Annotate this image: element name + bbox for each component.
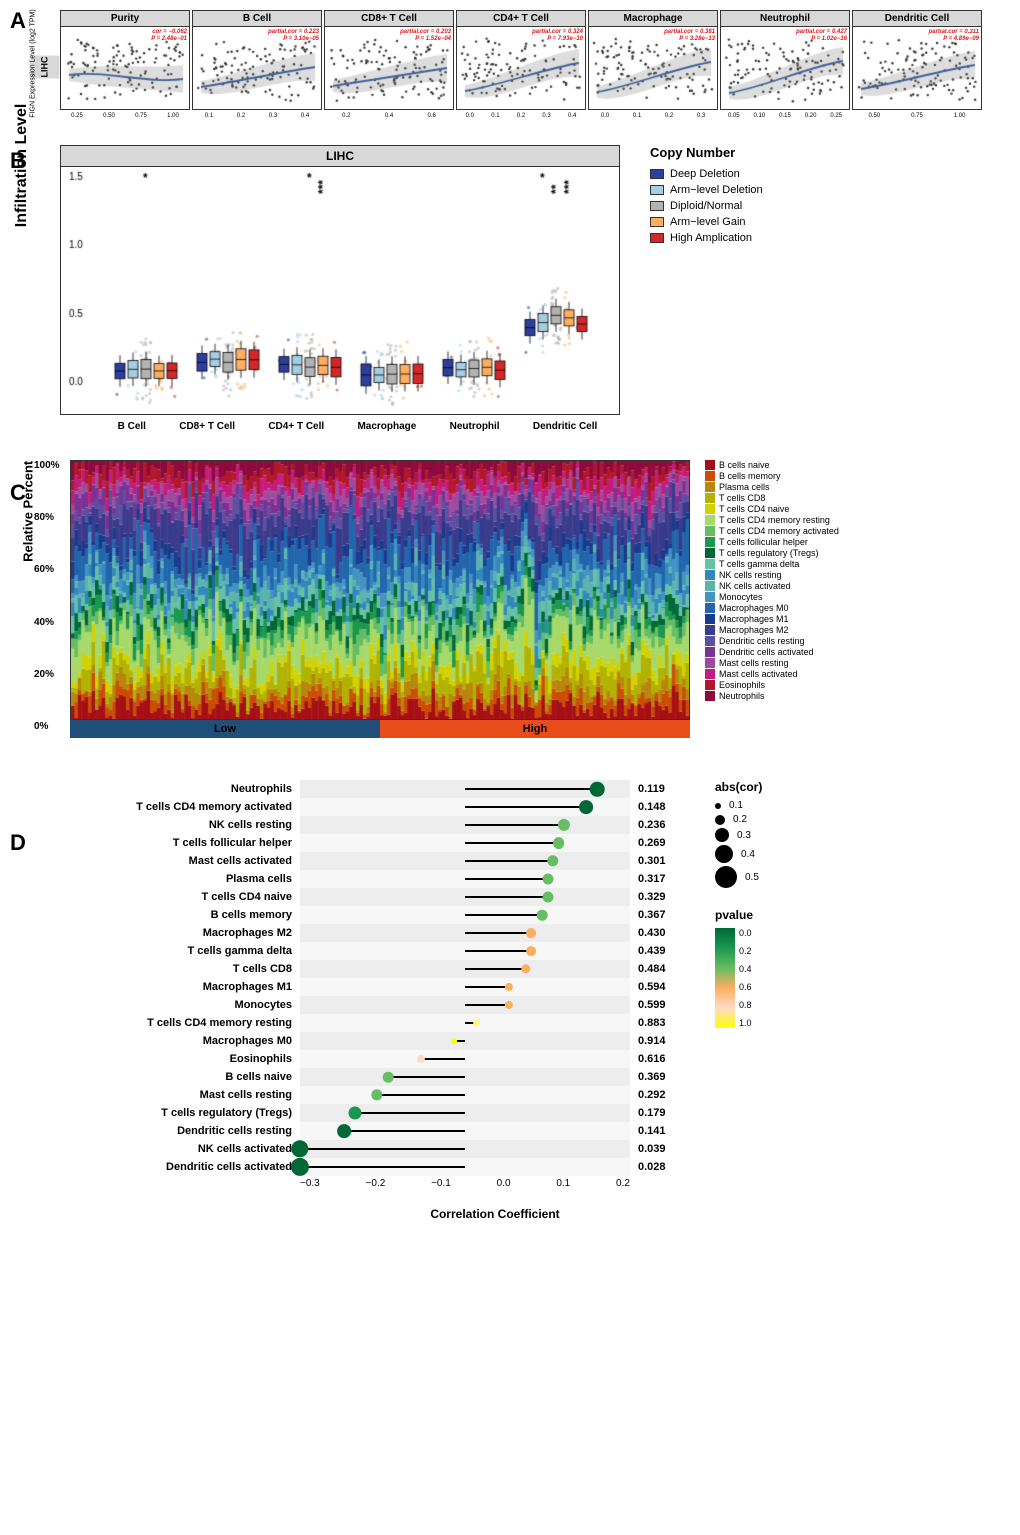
abs-size-item: 0.2 [715, 814, 762, 825]
cell-legend-item: Neutrophils [705, 691, 839, 701]
cell-legend-item: Macrophages M0 [705, 603, 839, 613]
legend-item: Deep Deletion [650, 168, 763, 180]
cell-legend-item: T cells gamma delta [705, 559, 839, 569]
lolli-row: Plasma cells0.317 [70, 870, 690, 888]
lolli-row: T cells follicular helper0.269 [70, 834, 690, 852]
panel-d-label: D [10, 830, 26, 856]
cell-legend-item: Dendritic cells activated [705, 647, 839, 657]
scatter-purity: Puritycor = −0.062P = 2.48e−010.250.500.… [60, 10, 190, 110]
cell-legend-item: Dendritic cells resting [705, 636, 839, 646]
stacked-group-bar: Low High [70, 720, 690, 738]
lolli-row: Macrophages M20.430 [70, 924, 690, 942]
lolli-row: T cells CD80.484 [70, 960, 690, 978]
cell-legend-item: Mast cells resting [705, 658, 839, 668]
lolli-row: T cells CD4 naive0.329 [70, 888, 690, 906]
box-title: LIHC [61, 146, 619, 167]
lolli-row: Neutrophils0.119 [70, 780, 690, 798]
cell-legend-item: T cells CD4 naive [705, 504, 839, 514]
box-plot: LIHC B CellCD8+ T CellCD4+ T CellMacroph… [60, 145, 620, 415]
abs-cor-title: abs(cor) [715, 780, 762, 794]
cell-legend-item: T cells CD8 [705, 493, 839, 503]
abs-size-item: 0.3 [715, 828, 762, 842]
lolli-row: NK cells activated0.039 [70, 1140, 690, 1158]
legend-item: Arm−level Gain [650, 216, 763, 228]
scatter-neutrophil: Neutrophilpartial.cor = 0.427P = 1.02e−1… [720, 10, 850, 110]
cell-legend-item: Macrophages M1 [705, 614, 839, 624]
lolli-row: Eosinophils0.616 [70, 1050, 690, 1068]
lolli-row: T cells CD4 memory resting0.883 [70, 1014, 690, 1032]
legend-item: Arm−level Deletion [650, 184, 763, 196]
cell-legend-item: NK cells resting [705, 570, 839, 580]
lolli-row: Dendritic cells activated0.028 [70, 1158, 690, 1176]
lolli-legends: abs(cor) 0.1 0.2 0.3 0.4 0.5 pvalue 0.00.20.… [715, 780, 762, 1221]
lolli-row: T cells gamma delta0.439 [70, 942, 690, 960]
stacked-yticks: 0%20%40%60%80%100% [34, 460, 60, 732]
stacked-bar-chart: Low High [70, 460, 690, 750]
cell-legend-item: Mast cells activated [705, 669, 839, 679]
lolli-row: Macrophages M10.594 [70, 978, 690, 996]
lolli-row: Dendritic cells resting0.141 [70, 1122, 690, 1140]
cell-legend-item: T cells CD4 memory resting [705, 515, 839, 525]
lolli-row: Mast cells activated0.301 [70, 852, 690, 870]
cell-legend-item: Eosinophils [705, 680, 839, 690]
cell-legend-item: T cells CD4 memory activated [705, 526, 839, 536]
scatter-b-cell: B Cellpartial.cor = 0.223P = 3.10e−050.1… [192, 10, 322, 110]
lolli-row: Mast cells resting0.292 [70, 1086, 690, 1104]
scatter-cd8-t-cell: CD8+ T Cellpartial.cor = 0.203P = 1.52e−… [324, 10, 454, 110]
pvalue-gradient: 0.00.20.40.60.81.0 [715, 928, 735, 1028]
box-legend-title: Copy Number [650, 145, 763, 160]
lolli-row: Monocytes0.599 [70, 996, 690, 1014]
legend-item: Diploid/Normal [650, 200, 763, 212]
low-group: Low [70, 720, 380, 738]
abs-size-item: 0.5 [715, 866, 762, 888]
cell-legend-item: Macrophages M2 [705, 625, 839, 635]
scatter-macrophage: Macrophagepartial.cor = 0.381P = 3.28e−1… [588, 10, 718, 110]
panel-c-container: Relative Percent 0%20%40%60%80%100% Low … [70, 460, 1010, 750]
pvalue-title: pvalue [715, 908, 762, 922]
lolli-xticks: −0.3−0.2−0.10.00.10.2 [300, 1178, 630, 1189]
lolli-xlabel: Correlation Coefficient [300, 1207, 690, 1221]
box-legend: Copy Number Deep Deletion Arm−level Delet… [650, 145, 763, 415]
cell-legend-item: Plasma cells [705, 482, 839, 492]
cell-legend-item: B cells memory [705, 471, 839, 481]
abs-size-item: 0.4 [715, 845, 762, 863]
lolli-row: Macrophages M00.914 [70, 1032, 690, 1050]
panel-b-container: Infiltration Level LIHC B CellCD8+ T Cel… [60, 145, 1010, 415]
panel-a-scatter-row: Puritycor = −0.062P = 2.48e−010.250.500.… [60, 10, 1010, 110]
panel-d-container: Neutrophils0.119T cells CD4 memory activ… [70, 780, 1010, 1221]
cell-legend-item: Monocytes [705, 592, 839, 602]
lolli-row: NK cells resting0.236 [70, 816, 690, 834]
lollipop-chart: Neutrophils0.119T cells CD4 memory activ… [70, 780, 690, 1221]
cell-legend-item: NK cells activated [705, 581, 839, 591]
scatter-dendritic-cell: Dendritic Cellpartial.cor = 0.311P = 4.8… [852, 10, 982, 110]
cell-legend-item: T cells regulatory (Tregs) [705, 548, 839, 558]
scatter-cd4-t-cell: CD4+ T Cellpartial.cor = 0.324P = 7.93e−… [456, 10, 586, 110]
lolli-row: T cells CD4 memory activated0.148 [70, 798, 690, 816]
box-xlabels: B CellCD8+ T CellCD4+ T CellMacrophageNe… [101, 421, 614, 432]
lolli-row: T cells regulatory (Tregs)0.179 [70, 1104, 690, 1122]
abs-size-item: 0.1 [715, 800, 762, 811]
lolli-row: B cells naive0.369 [70, 1068, 690, 1086]
high-group: High [380, 720, 690, 738]
panel-b-ylabel: Infiltration Level [13, 104, 31, 228]
stacked-legend: B cells naiveB cells memoryPlasma cellsT… [705, 460, 839, 750]
cell-legend-item: T cells follicular helper [705, 537, 839, 547]
cell-legend-item: B cells naive [705, 460, 839, 470]
legend-item: High Amplication [650, 232, 763, 244]
panel-a-label: A [10, 8, 26, 34]
lolli-row: B cells memory0.367 [70, 906, 690, 924]
